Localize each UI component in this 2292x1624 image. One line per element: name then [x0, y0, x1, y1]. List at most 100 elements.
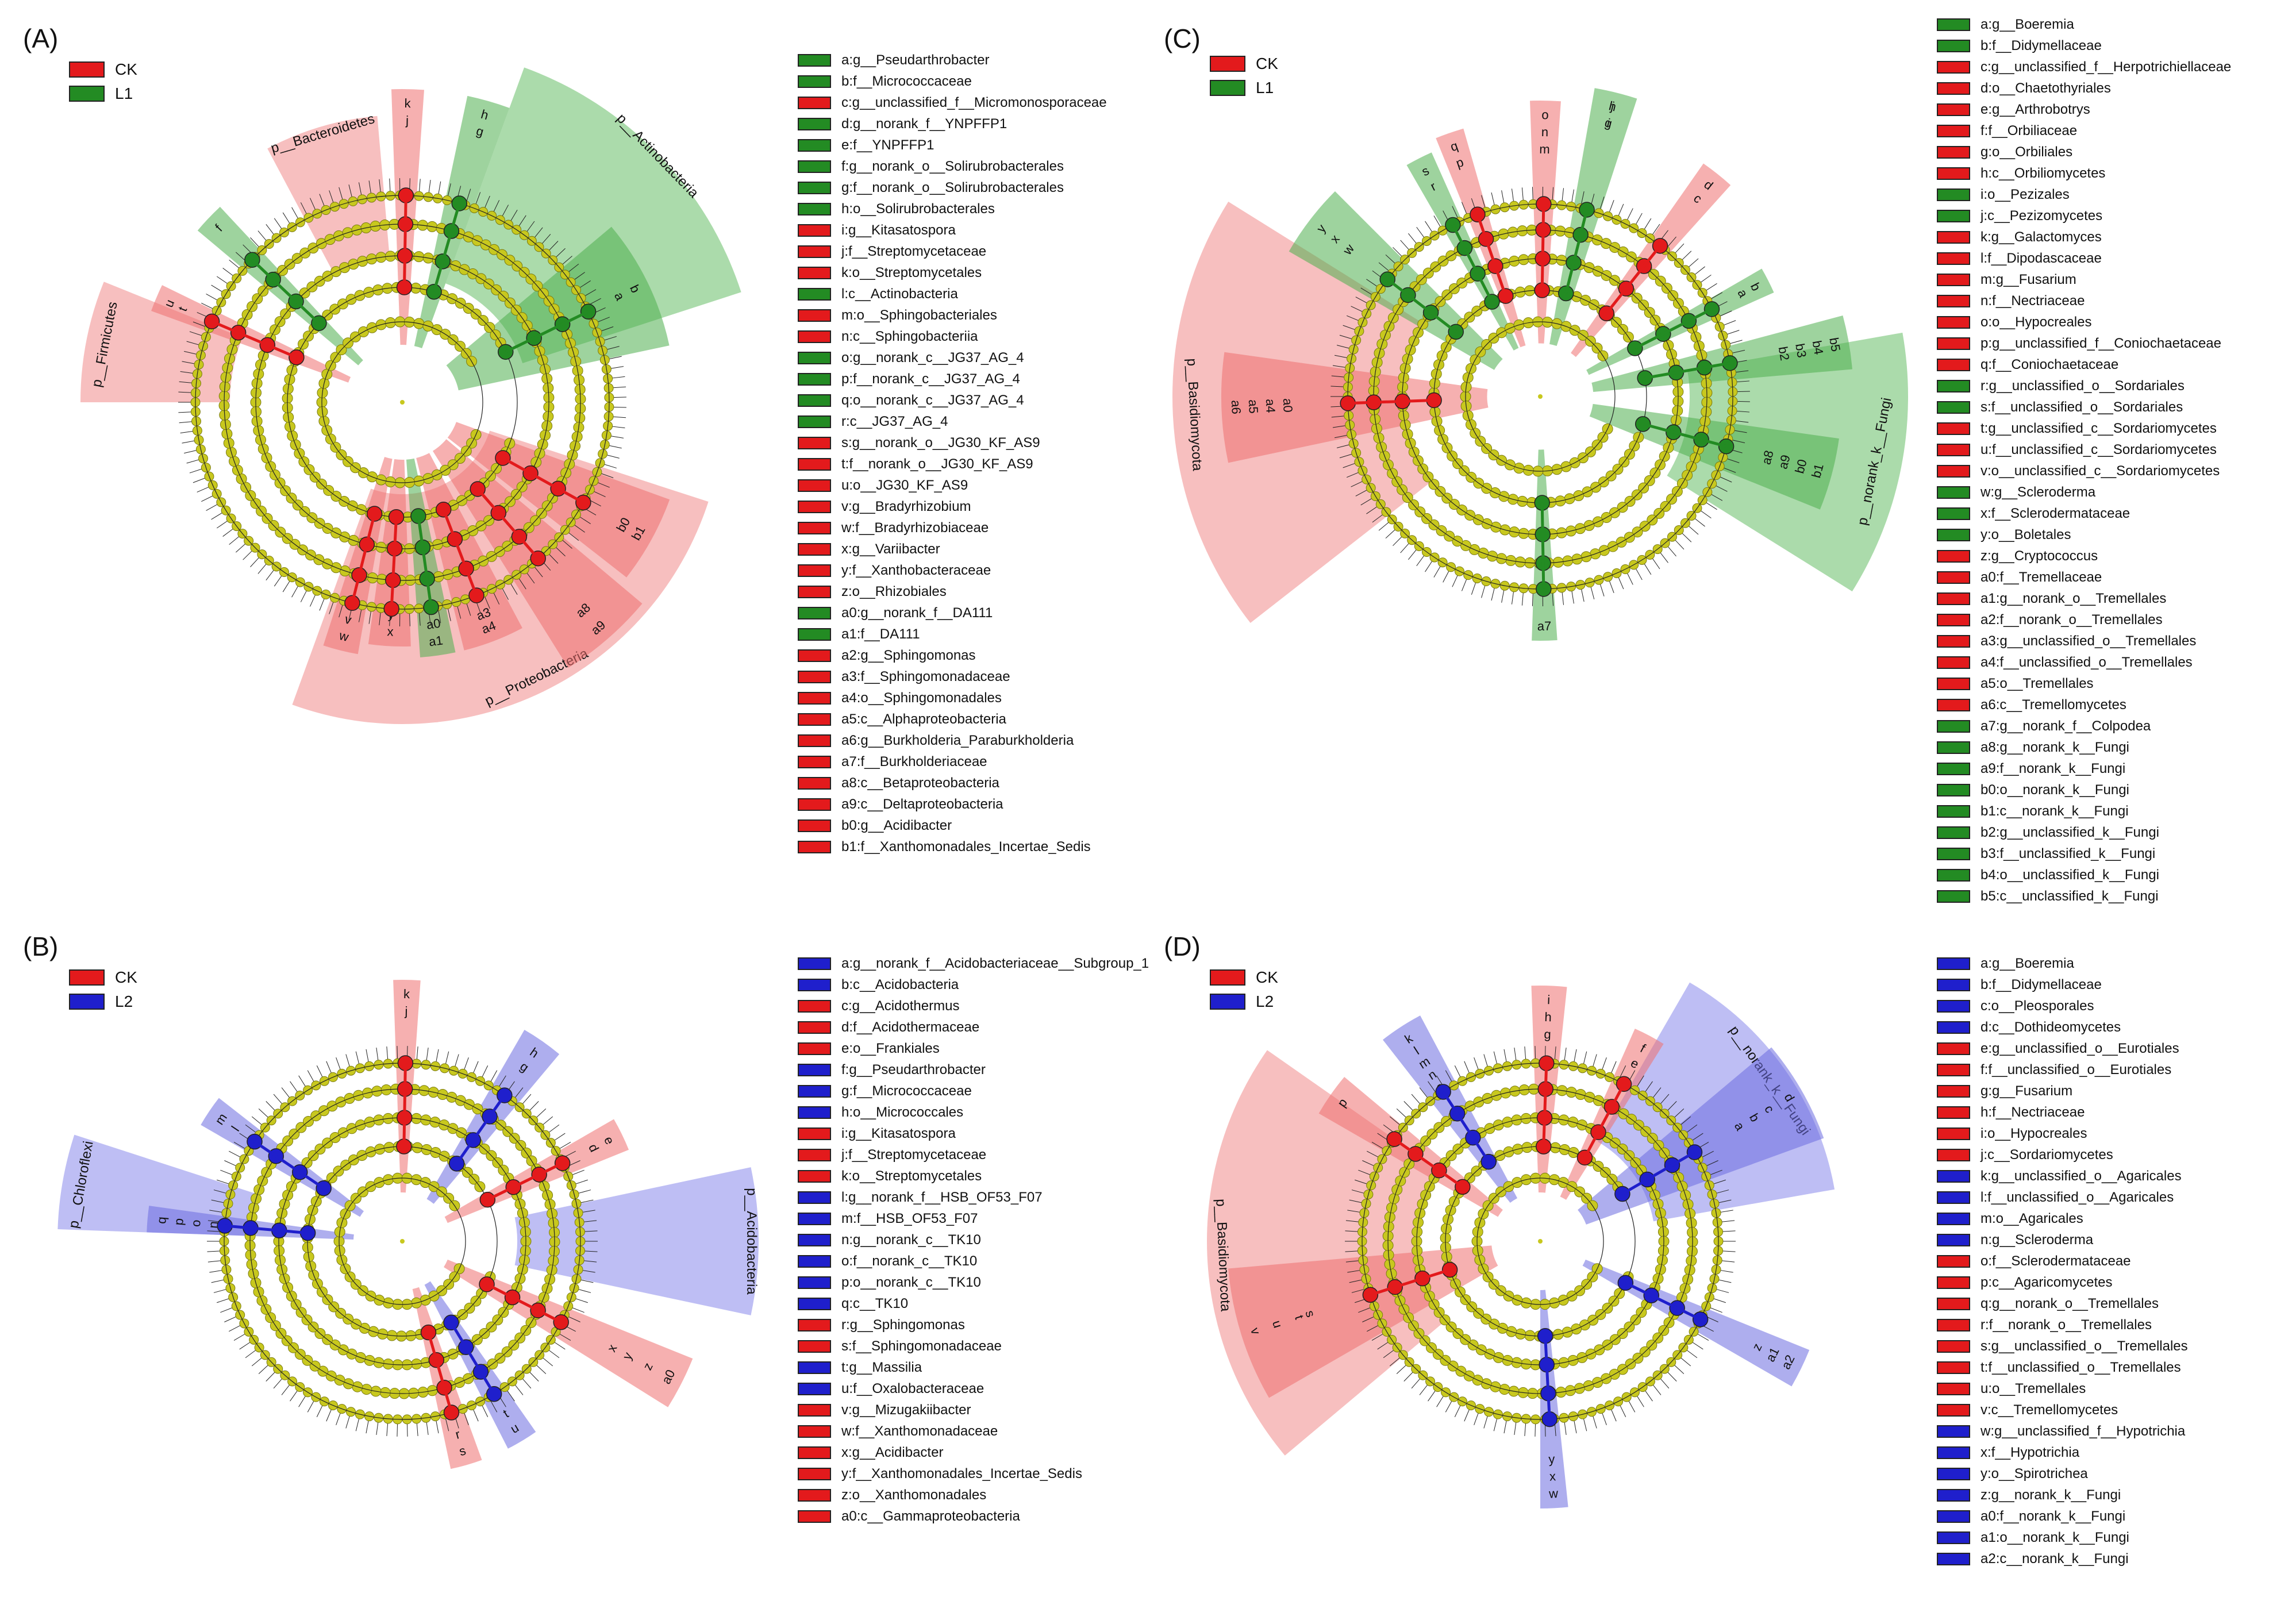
feature-code: q	[1980, 356, 1989, 372]
feature-swatch	[798, 776, 831, 790]
feature-name: g__Scleroderma	[1992, 1232, 2094, 1248]
clade-code-label: a5	[1246, 399, 1261, 414]
feature-code: a5	[841, 711, 857, 727]
clade-code-label: a0	[425, 616, 441, 632]
feature-separator: :	[1987, 526, 1991, 542]
feature-name: g__norank_k__Fungi	[1999, 739, 2129, 755]
feature-swatch	[1937, 60, 1970, 74]
feature-list-item: b4: o__unclassified_k__Fungi	[1937, 864, 2231, 886]
feature-list-item: b0: g__Acidibacter	[798, 815, 1107, 836]
feature-code: q	[1980, 1295, 1989, 1311]
feature-name: g__norank_o__JG30_KF_AS9	[852, 434, 1040, 451]
feature-name: f__Burkholderiaceae	[860, 753, 987, 769]
feature-code: m	[1980, 271, 1992, 287]
feature-separator: :	[849, 137, 853, 153]
feature-name: f__Streptomycetaceae	[848, 1146, 987, 1163]
clade-code-label: k	[404, 96, 411, 110]
feature-name: c__JG37_AG_4	[849, 413, 948, 429]
feature-separator: :	[1995, 1508, 2000, 1524]
feature-name: c__Orbiliomycetes	[1992, 165, 2106, 181]
legend-swatch	[69, 61, 105, 78]
feature-code: g	[1980, 1083, 1989, 1099]
feature-code: d	[841, 116, 849, 132]
feature-swatch	[798, 1042, 831, 1055]
enriched-node	[1579, 202, 1595, 218]
feature-code: u	[1980, 1380, 1989, 1396]
panel-label: (D)	[1164, 932, 1201, 961]
feature-separator: :	[1988, 1232, 1993, 1248]
feature-code: y	[1980, 1465, 1987, 1481]
feature-code: z	[841, 583, 848, 599]
feature-separator: :	[1987, 1465, 1991, 1481]
enriched-node	[426, 283, 442, 300]
feature-swatch	[798, 542, 831, 556]
feature-name: o__Xanthomonadales	[852, 1487, 987, 1503]
feature-swatch	[798, 957, 831, 970]
feature-separator: :	[846, 413, 850, 429]
feature-separator: :	[1988, 165, 1993, 181]
feature-name: f__norank_o__Solirubrobacterales	[853, 179, 1064, 195]
feature-separator: :	[848, 1338, 852, 1354]
feature-name: f__Oxalobacteraceae	[853, 1380, 985, 1396]
feature-list-item: m: f__HSB_OF53_F07	[798, 1208, 1149, 1229]
feature-swatch	[798, 224, 831, 237]
feature-code: y	[841, 1465, 848, 1481]
enriched-node	[580, 303, 597, 320]
feature-code: j	[841, 1146, 845, 1163]
feature-swatch	[1937, 677, 1970, 690]
feature-code: m	[841, 1210, 853, 1226]
feature-code: a6	[841, 732, 857, 748]
feature-code: a7	[841, 753, 857, 769]
clade-code-label: j	[1609, 99, 1616, 114]
feature-name: c__Betaproteobacteria	[860, 775, 999, 791]
feature-swatch	[798, 649, 831, 662]
feature-list-item: k: g__Galactomyces	[1937, 226, 2231, 248]
feature-name: g__norank_c__JG37_AG_4	[853, 349, 1024, 365]
enriched-branch	[449, 1322, 495, 1395]
feature-separator: :	[848, 94, 852, 110]
feature-name: g__norank_f__Colpodea	[1999, 718, 2151, 734]
feature-separator: :	[1995, 845, 2000, 861]
feature-list-item: l: f__unclassified_o__Agaricales	[1937, 1187, 2188, 1208]
clade-code-label: g	[1544, 1027, 1551, 1041]
feature-separator: :	[1988, 1019, 1993, 1035]
feature-list-item: i: o__Hypocreales	[1937, 1123, 2188, 1144]
feature-list-item: f: g__norank_o__Solirubrobacterales	[798, 156, 1107, 177]
feature-separator: :	[849, 73, 853, 89]
feature-list-item: v: g__Bradyrhizobium	[798, 496, 1107, 517]
feature-swatch	[798, 1510, 831, 1523]
feature-name: c__Agaricomycetes	[1992, 1274, 2113, 1290]
feature-swatch	[1937, 103, 1970, 116]
feature-swatch	[798, 1276, 831, 1289]
feature-separator: :	[1987, 229, 1991, 245]
enriched-node	[1362, 1287, 1379, 1303]
feature-code: a	[1980, 16, 1989, 32]
feature-list-item: p: g__unclassified_f__Coniochaetaceae	[1937, 333, 2231, 354]
feature-code: m	[1980, 1210, 1992, 1226]
feature-swatch	[798, 1446, 831, 1459]
feature-swatch	[1937, 1510, 1970, 1523]
feature-separator: :	[845, 1061, 849, 1077]
feature-code: b4	[1980, 867, 1996, 883]
feature-code: b0	[841, 817, 857, 833]
feature-separator: :	[848, 434, 852, 451]
group-legend-entry: L1	[69, 82, 137, 106]
feature-list: a: g__Boeremia b: f__Didymellaceae c: g__u…	[1937, 14, 2231, 907]
feature-code: b	[1980, 976, 1989, 992]
feature-swatch	[1937, 1042, 1970, 1055]
feature-list-item: t: g__unclassified_c__Sordariomycetes	[1937, 418, 2231, 439]
clade-highlight	[1221, 352, 1489, 463]
feature-separator: :	[1988, 293, 1993, 309]
feature-separator: :	[844, 1125, 849, 1141]
feature-name: f__Tremellaceae	[1999, 569, 2102, 585]
feature-separator: :	[1988, 16, 1993, 32]
enriched-branch	[253, 1140, 325, 1190]
feature-list-item: q: c__TK10	[798, 1293, 1149, 1314]
feature-code: k	[1980, 229, 1987, 245]
feature-name: f__norank_c__TK10	[853, 1253, 978, 1269]
feature-list-item: b1: f__Xanthomonadales_Incertae_Sedis	[798, 836, 1107, 857]
feature-list-item: a: g__Pseudarthrobacter	[798, 49, 1107, 71]
feature-code: n	[1980, 293, 1989, 309]
feature-code: g	[1980, 144, 1989, 160]
feature-code: e	[841, 137, 849, 153]
